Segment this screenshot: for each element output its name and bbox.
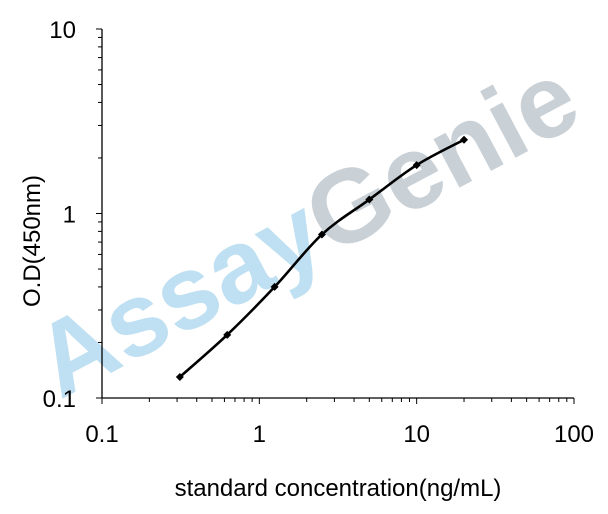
- x-tick-label: 1: [253, 421, 266, 448]
- x-tick-label: 100: [554, 421, 594, 448]
- y-tick-label: 0.1: [43, 386, 76, 413]
- data-point-marker: [270, 282, 279, 291]
- data-point-marker: [365, 195, 374, 204]
- data-point-marker: [317, 230, 326, 239]
- plot-area: [175, 135, 469, 381]
- y-tick-label: 10: [49, 17, 76, 44]
- watermark-text: AssayGenie: [16, 38, 596, 420]
- data-point-marker: [223, 330, 232, 339]
- ticks: 0.1 1 10 0.1 1 10 100: [43, 17, 594, 448]
- x-axis-title: standard concentration(ng/mL): [175, 475, 502, 502]
- y-axis-title: O.D(450nm): [19, 175, 46, 307]
- data-point-marker: [175, 372, 184, 381]
- x-tick-label: 10: [403, 421, 430, 448]
- watermark: AssayGenie: [16, 38, 596, 420]
- x-tick-label: 0.1: [85, 421, 118, 448]
- data-point-marker: [460, 135, 469, 144]
- y-tick-label: 1: [63, 202, 76, 229]
- data-point-marker: [412, 161, 421, 170]
- watermark-genie: Genie: [287, 38, 597, 276]
